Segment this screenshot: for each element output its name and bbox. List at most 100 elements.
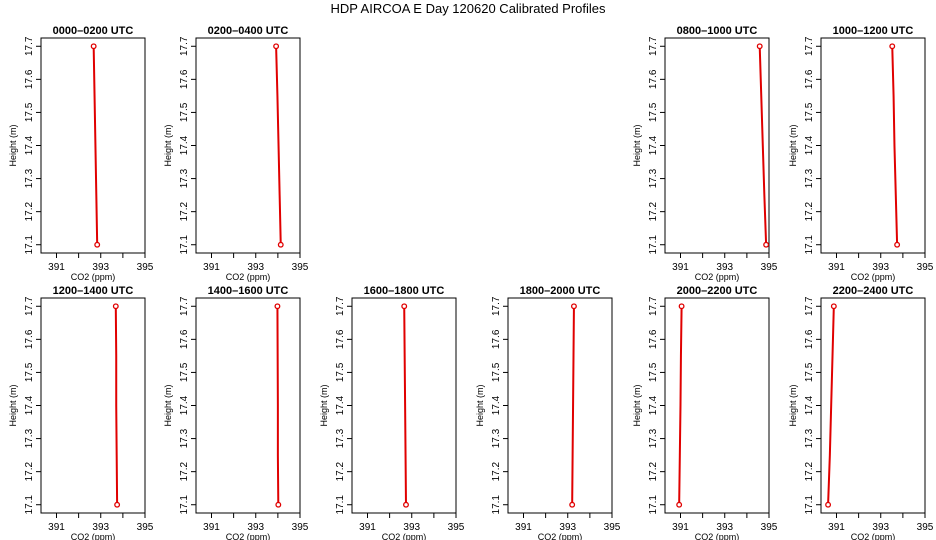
y-tick-label: 17.2: [179, 461, 190, 481]
co2-profile-line: [678, 306, 683, 505]
y-tick-label: 17.7: [24, 296, 35, 316]
x-tick-label: 391: [828, 262, 845, 273]
y-axis-label: Height (m): [632, 124, 642, 166]
profile-point: [112, 303, 119, 310]
panel-7: 1600–1800 UTC 391 393 395 17.1 17.2 17.3 17.4 17…: [319, 285, 465, 540]
x-tick-label: 395: [292, 522, 309, 533]
profile-point: [94, 241, 101, 248]
y-tick-label: 17.5: [804, 362, 815, 382]
y-tick-label: 17.1: [24, 235, 35, 255]
y-tick-label: 17.2: [24, 461, 35, 481]
y-tick-label: 17.6: [491, 329, 502, 349]
y-tick-label: 17.7: [24, 36, 35, 56]
x-tick-label: 395: [137, 262, 154, 273]
y-tick-label: 17.1: [804, 495, 815, 515]
x-tick-label: 393: [247, 522, 264, 533]
y-tick-label: 17.5: [24, 102, 35, 122]
x-axis-label: CO2 (ppm): [851, 532, 896, 540]
y-axis-label: Height (m): [788, 124, 798, 166]
x-tick-label: 393: [559, 522, 576, 533]
x-axis-label: CO2 (ppm): [226, 532, 271, 540]
y-tick-label: 17.2: [804, 461, 815, 481]
x-tick-label: 395: [604, 522, 621, 533]
y-tick-label: 17.1: [179, 495, 190, 515]
panel-title: 1800–2000 UTC: [520, 285, 601, 297]
profile-point: [570, 303, 577, 310]
plot-frame: [507, 297, 613, 514]
profile-point: [90, 43, 97, 50]
y-tick-label: 17.2: [648, 461, 659, 481]
y-tick-label: 17.1: [179, 235, 190, 255]
panel-4: 1000–1200 UTC 391 393 395 17.1 17.2 17.3 17.4 17…: [788, 25, 934, 282]
x-tick-label: 395: [761, 522, 778, 533]
y-tick-label: 17.4: [804, 135, 815, 155]
y-axis-label: Height (m): [319, 384, 329, 426]
x-tick-label: 391: [203, 522, 220, 533]
x-tick-label: 395: [137, 522, 154, 533]
y-tick-label: 17.2: [24, 201, 35, 221]
x-axis-label: CO2 (ppm): [71, 532, 116, 540]
x-tick-label: 393: [92, 262, 109, 273]
plot-frame: [40, 297, 146, 514]
panel-8: 1800–2000 UTC 391 393 395 17.1 17.2 17.3 17.4 17…: [475, 285, 621, 540]
x-tick-label: 395: [761, 262, 778, 273]
panel-1: 0000–0200 UTC 391 393 395 17.1 17.2 17.3 17.4 17…: [8, 25, 154, 282]
co2-profile-line: [276, 306, 280, 505]
y-tick-label: 17.7: [335, 296, 346, 316]
profile-point: [678, 303, 685, 310]
panel-10: 2200–2400 UTC 391 393 395 17.1 17.2 17.3 17.4 17…: [788, 285, 934, 540]
y-tick-label: 17.6: [335, 329, 346, 349]
co2-profile-line: [114, 306, 119, 505]
y-tick-label: 17.4: [179, 135, 190, 155]
x-tick-label: 391: [48, 522, 65, 533]
y-tick-label: 17.2: [648, 201, 659, 221]
profile-point: [825, 501, 832, 508]
x-tick-label: 391: [359, 522, 376, 533]
y-tick-label: 17.6: [179, 329, 190, 349]
y-tick-label: 17.2: [491, 461, 502, 481]
y-tick-label: 17.4: [24, 395, 35, 415]
co2-profile-line: [827, 306, 835, 505]
x-tick-label: 391: [515, 522, 532, 533]
x-axis-label: CO2 (ppm): [695, 532, 740, 540]
panel-3: 0800–1000 UTC 391 393 395 17.1 17.2 17.3 17.4 17…: [632, 25, 778, 282]
y-axis-label: Height (m): [8, 384, 18, 426]
y-tick-label: 17.5: [335, 362, 346, 382]
y-tick-label: 17.3: [804, 168, 815, 188]
y-axis-label: Height (m): [632, 384, 642, 426]
profile-point: [889, 43, 896, 50]
y-tick-label: 17.4: [491, 395, 502, 415]
y-tick-label: 17.1: [804, 235, 815, 255]
x-axis-label: CO2 (ppm): [382, 532, 427, 540]
y-tick-label: 17.6: [648, 69, 659, 89]
x-axis-label: CO2 (ppm): [71, 272, 116, 282]
profile-point: [569, 501, 576, 508]
y-tick-label: 17.1: [648, 495, 659, 515]
panel-title: 1000–1200 UTC: [833, 25, 914, 37]
co2-profile-line: [758, 46, 768, 245]
x-tick-label: 391: [828, 522, 845, 533]
x-tick-label: 393: [872, 522, 889, 533]
y-tick-label: 17.4: [648, 135, 659, 155]
y-tick-label: 17.5: [804, 102, 815, 122]
x-tick-label: 391: [672, 262, 689, 273]
panel-title: 2000–2200 UTC: [677, 285, 758, 297]
y-tick-label: 17.1: [24, 495, 35, 515]
profile-point: [894, 241, 901, 248]
x-tick-label: 393: [716, 522, 733, 533]
y-tick-label: 17.4: [335, 395, 346, 415]
y-tick-label: 17.4: [24, 135, 35, 155]
y-tick-label: 17.5: [179, 102, 190, 122]
plot-frame: [195, 297, 301, 514]
y-tick-label: 17.1: [335, 495, 346, 515]
y-tick-label: 17.3: [179, 168, 190, 188]
co2-profile-line: [403, 306, 407, 505]
y-tick-label: 17.3: [335, 428, 346, 448]
y-tick-label: 17.7: [179, 296, 190, 316]
panel-title: 0000–0200 UTC: [53, 25, 134, 37]
x-tick-label: 395: [448, 522, 465, 533]
profile-point: [114, 501, 121, 508]
x-tick-label: 391: [48, 262, 65, 273]
y-tick-label: 17.3: [179, 428, 190, 448]
y-tick-label: 17.4: [804, 395, 815, 415]
